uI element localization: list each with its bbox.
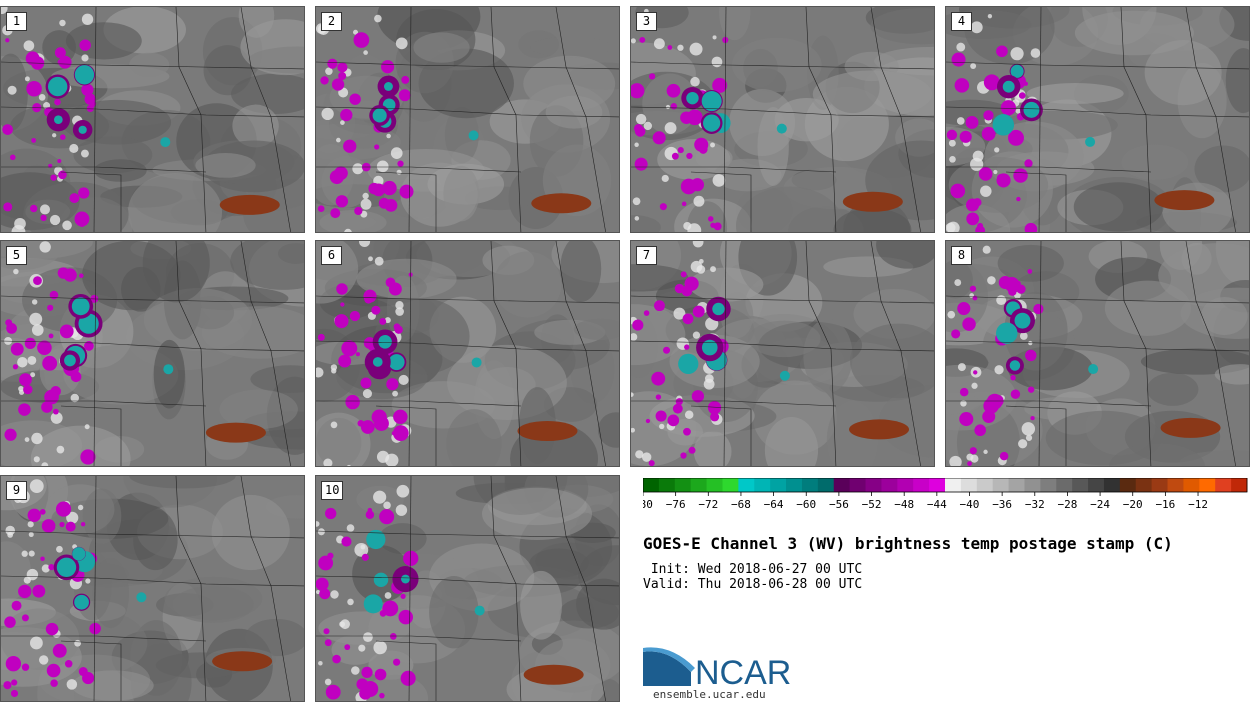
colorbar-segment xyxy=(770,478,787,492)
colorbar-segment xyxy=(833,478,851,492)
colorbar-tick-label: −36 xyxy=(992,498,1012,511)
colorbar-tick-label: −32 xyxy=(1025,498,1045,511)
colorbar-segment xyxy=(1135,478,1153,492)
colorbar-segment xyxy=(1231,478,1248,492)
colorbar-segment xyxy=(754,478,771,492)
colorbar: −80−76−72−68−64−60−56−52−48−44−40−36−32−… xyxy=(643,478,1248,511)
panel-number: 5 xyxy=(6,246,27,265)
map-panel-6: 6 xyxy=(315,240,620,467)
panel-number: 6 xyxy=(321,246,342,265)
map-panel-5: 5 xyxy=(0,240,305,467)
colorbar-segment xyxy=(1151,478,1169,492)
colorbar-segment xyxy=(1008,478,1025,492)
colorbar-segment xyxy=(690,478,708,492)
valid-time: Valid: Thu 2018-06-28 00 UTC xyxy=(643,577,863,592)
panel-number: 1 xyxy=(6,12,27,31)
colorbar-tick-label: −44 xyxy=(927,498,947,511)
map-panel-8: 8 xyxy=(945,240,1250,467)
colorbar-segment xyxy=(1183,478,1200,492)
colorbar-segment xyxy=(992,478,1010,492)
ncar-logo: NCAR xyxy=(643,647,791,688)
colorbar-tick-label: −48 xyxy=(894,498,914,511)
colorbar-segment xyxy=(881,478,898,492)
map-panel-9: 9 xyxy=(0,475,305,702)
colorbar-segment xyxy=(929,478,946,492)
panel-number: 4 xyxy=(951,12,972,31)
colorbar-segment xyxy=(945,478,962,492)
map-panel-1: 1 xyxy=(0,6,305,233)
init-time: Init: Wed 2018-06-27 00 UTC xyxy=(643,562,863,577)
panel-number: 10 xyxy=(321,481,344,500)
colorbar-tick-label: −12 xyxy=(1188,498,1208,511)
panel-number: 3 xyxy=(636,12,657,31)
colorbar-tick-label: −16 xyxy=(1155,498,1175,511)
map-panel-7: 7 xyxy=(630,240,935,467)
colorbar-segment xyxy=(643,478,660,492)
colorbar-tick-label: −52 xyxy=(862,498,882,511)
colorbar-tick-label: −60 xyxy=(796,498,816,511)
colorbar-segment xyxy=(1088,478,1105,492)
panel-number: 9 xyxy=(6,481,27,500)
colorbar-tick-label: −24 xyxy=(1090,498,1110,511)
colorbar-segment xyxy=(1119,478,1137,492)
colorbar-segment xyxy=(817,478,835,492)
colorbar-tick-label: −28 xyxy=(1057,498,1077,511)
colorbar-segment xyxy=(674,478,692,492)
colorbar-tick-label: −68 xyxy=(731,498,751,511)
colorbar-segment xyxy=(722,478,739,492)
colorbar-segment xyxy=(1024,478,1041,492)
colorbar-segment xyxy=(913,478,930,492)
chart-title: GOES-E Channel 3 (WV) brightness temp po… xyxy=(643,534,1173,553)
panel-number: 8 xyxy=(951,246,972,265)
colorbar-tick-label: −64 xyxy=(764,498,784,511)
logo-url: ensemble.ucar.edu xyxy=(653,688,766,701)
panel-number: 2 xyxy=(321,12,342,31)
map-panel-2: 2 xyxy=(315,6,620,233)
logo-text: NCAR xyxy=(695,654,791,688)
map-panel-10: 10 xyxy=(315,475,620,702)
colorbar-segment xyxy=(658,478,676,492)
map-panel-4: 4 xyxy=(945,6,1250,233)
colorbar-segment xyxy=(1072,478,1089,492)
colorbar-tick-label: −80 xyxy=(643,498,653,511)
colorbar-segment xyxy=(1040,478,1057,492)
colorbar-segment xyxy=(849,478,867,492)
colorbar-segment xyxy=(960,478,978,492)
colorbar-segment xyxy=(1215,478,1232,492)
colorbar-tick-label: −76 xyxy=(666,498,686,511)
colorbar-tick-label: −56 xyxy=(829,498,849,511)
panel-number: 7 xyxy=(636,246,657,265)
colorbar-segment xyxy=(786,478,803,492)
colorbar-segment xyxy=(1167,478,1184,492)
colorbar-segment xyxy=(1199,478,1216,492)
colorbar-segment xyxy=(738,478,755,492)
colorbar-segment xyxy=(1056,478,1073,492)
map-panel-3: 3 xyxy=(630,6,935,233)
colorbar-segment xyxy=(706,478,723,492)
colorbar-segment xyxy=(801,478,819,492)
colorbar-segment xyxy=(1103,478,1121,492)
colorbar-tick-label: −72 xyxy=(698,498,718,511)
colorbar-segment xyxy=(865,478,882,492)
colorbar-segment xyxy=(897,478,914,492)
colorbar-tick-label: −40 xyxy=(960,498,980,511)
colorbar-segment xyxy=(976,478,994,492)
colorbar-tick-label: −20 xyxy=(1123,498,1143,511)
